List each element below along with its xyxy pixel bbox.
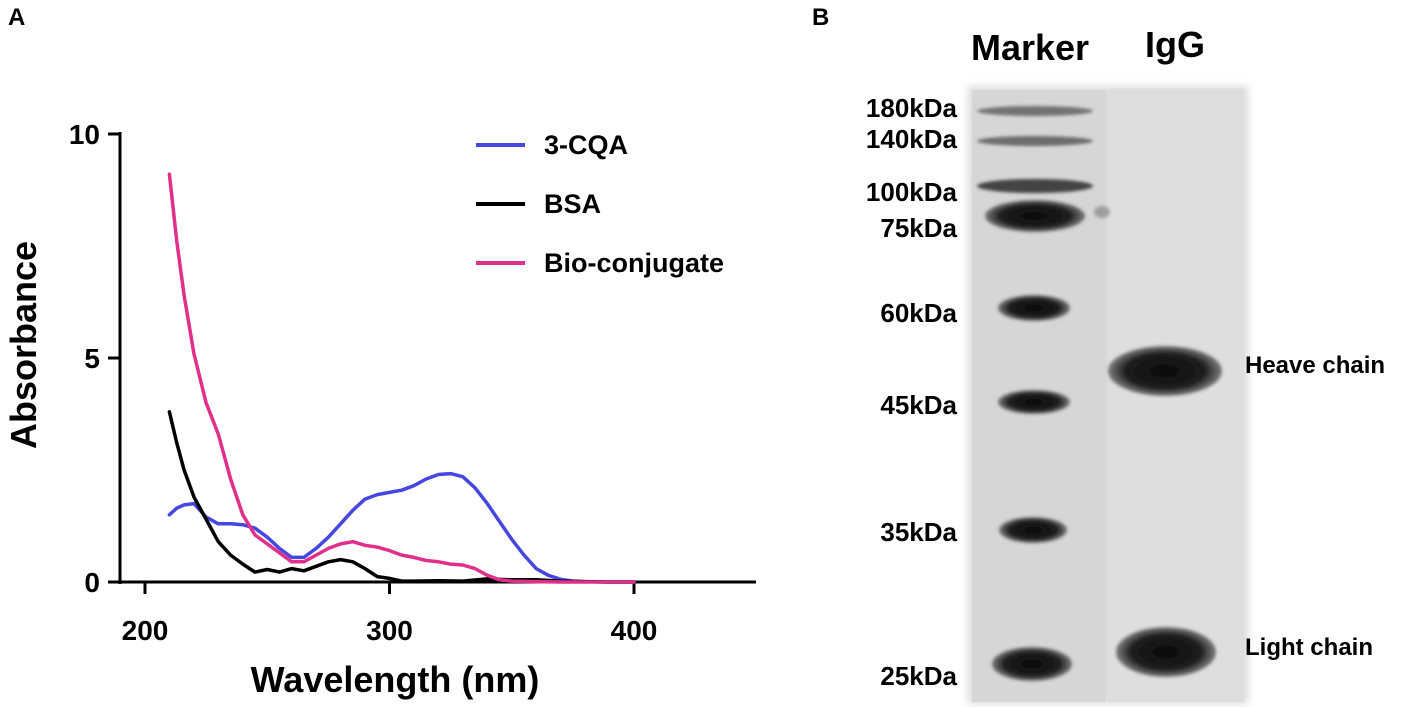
light-chain-label: Light chain	[1245, 634, 1373, 661]
marker-label-75: 75kDa	[880, 213, 957, 243]
marker-smear	[1094, 206, 1110, 218]
light-chain-band	[1116, 627, 1216, 677]
x-tick-label: 200	[122, 615, 169, 646]
heavy-chain-label: Heave chain	[1245, 352, 1385, 379]
marker-band	[977, 106, 1093, 116]
panel-b-label: B	[812, 4, 830, 31]
marker-label-45: 45kDa	[880, 390, 957, 420]
marker-bands	[977, 106, 1110, 681]
marker-label-100: 100kDa	[866, 177, 958, 207]
marker-label-60: 60kDa	[880, 298, 957, 328]
igg-column-header: IgG	[1145, 24, 1205, 65]
marker-label-180: 180kDa	[866, 93, 958, 123]
marker-band	[977, 136, 1093, 146]
marker-band	[985, 200, 1085, 232]
marker-band	[977, 179, 1093, 193]
marker-band	[992, 647, 1072, 681]
marker-band	[999, 517, 1067, 543]
panel-a-label: A	[8, 4, 26, 31]
y-axis-title: Absorbance	[3, 241, 44, 449]
absorbance-chart: 200 300 400 0 5 10 3-CQA BSA Bio-conjugate Wave…	[3, 119, 756, 700]
marker-band	[998, 295, 1070, 321]
heavy-chain-band	[1108, 346, 1222, 396]
marker-label-25: 25kDa	[880, 661, 957, 691]
series-line-3-cqa	[167, 471, 636, 584]
legend-entry: 3-CQA	[544, 130, 628, 160]
igg-bands	[1108, 346, 1222, 677]
marker-labels: 180kDa 140kDa 100kDa 75kDa 60kDa 45kDa 3…	[866, 93, 958, 691]
marker-label-140: 140kDa	[866, 124, 958, 154]
gel-panel: Marker IgG 180kDa 140kDa 100kDa 75kDa 60…	[866, 24, 1385, 704]
legend-entry: BSA	[544, 189, 601, 219]
y-tick-label: 0	[84, 567, 100, 598]
series-line-bio-conjugate	[167, 172, 636, 584]
legend-entry: Bio-conjugate	[544, 248, 724, 278]
y-tick-label: 5	[84, 343, 100, 374]
y-tick-label: 10	[69, 119, 100, 150]
x-tick-label: 300	[366, 615, 413, 646]
axis-ticks: 200 300 400 0 5 10	[69, 119, 658, 646]
marker-label-35: 35kDa	[880, 517, 957, 547]
marker-band	[998, 390, 1070, 414]
series-group	[167, 172, 636, 584]
x-tick-label: 400	[611, 615, 658, 646]
legend: 3-CQA BSA Bio-conjugate	[476, 130, 724, 278]
x-axis-title: Wavelength (nm)	[251, 659, 540, 700]
gel-lane-igg	[1108, 90, 1244, 702]
marker-column-header: Marker	[971, 27, 1089, 68]
chart-axes	[118, 132, 756, 584]
